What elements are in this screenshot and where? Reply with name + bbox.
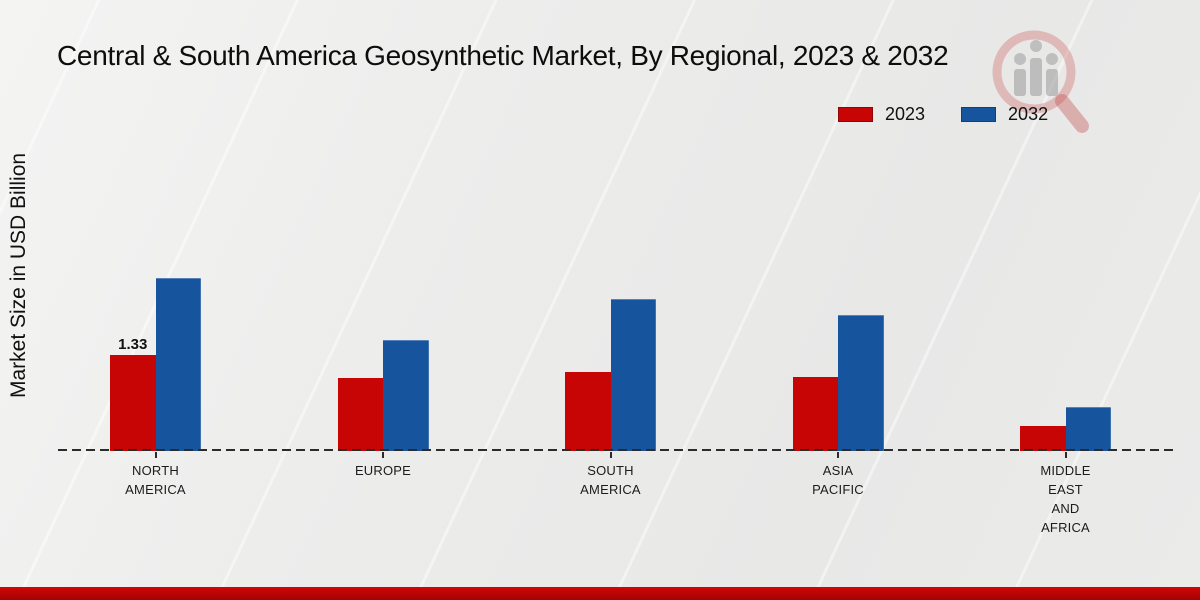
legend-item-2032: 2032	[961, 104, 1048, 125]
bar-2032-north-america	[155, 277, 201, 451]
bar-value-label-2023-north-america: 1.33	[118, 335, 148, 353]
legend-label-2032: 2032	[1008, 104, 1049, 124]
bar-2023-middle-east-and-africa	[1020, 425, 1066, 451]
category-label-europe: EUROPE	[354, 463, 412, 478]
legend-label-2023: 2023	[885, 104, 926, 124]
bar-2023-north-america	[110, 354, 156, 451]
bar-2023-europe	[337, 378, 383, 451]
bar-2032-south-america	[610, 298, 656, 451]
magnifier-bar-chart-watermark-icon	[992, 30, 1089, 133]
category-label-asia-pacific: ASIA PACIFIC	[812, 463, 864, 497]
legend-swatch-2032	[961, 107, 997, 122]
x-axis-tick-europe	[382, 452, 384, 458]
category-label-north-america: NORTH AMERICA	[125, 463, 186, 497]
x-axis-tick-north-america	[154, 452, 157, 458]
bar-2023-asia-pacific	[792, 376, 838, 451]
legend: 2023 2032	[838, 104, 1048, 125]
category-label-south-america: SOUTH AMERICA	[580, 463, 641, 497]
x-axis-dashed-baseline	[58, 449, 1175, 451]
bar-2032-asia-pacific	[838, 315, 884, 451]
x-axis-tick-middle-east-and-africa	[1064, 452, 1067, 458]
bar-2032-middle-east-and-africa	[1065, 406, 1111, 451]
bar-2023-south-america	[565, 372, 611, 451]
bar-2032-europe	[383, 339, 429, 451]
x-axis-tick-asia-pacific	[837, 452, 839, 458]
category-label-middle-east-and-africa: MIDDLE EAST AND AFRICA	[1040, 463, 1091, 535]
page-title: Central & South America Geosynthetic Mar…	[57, 40, 949, 71]
footer-red-banner	[0, 587, 1200, 600]
legend-swatch-2023	[838, 107, 873, 122]
legend-item-2023: 2023	[838, 104, 925, 125]
x-axis-tick-south-america	[609, 452, 612, 458]
